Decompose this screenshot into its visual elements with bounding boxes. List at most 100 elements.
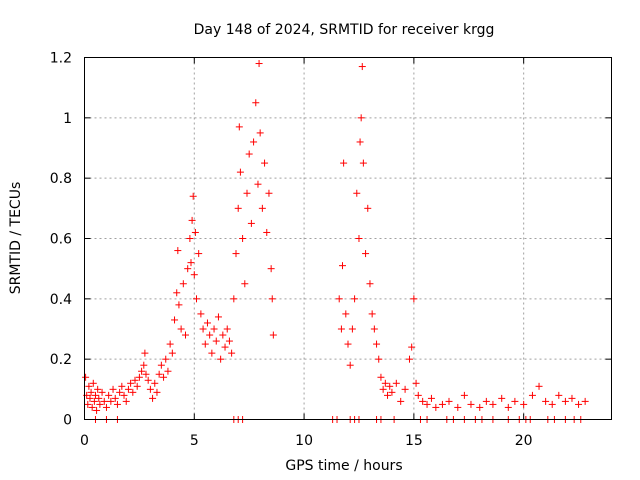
data-point bbox=[146, 385, 154, 393]
data-point bbox=[157, 361, 165, 369]
data-point bbox=[232, 250, 240, 258]
data-point bbox=[261, 159, 269, 167]
data-point bbox=[254, 180, 262, 188]
data-point bbox=[482, 397, 490, 405]
data-point bbox=[223, 325, 231, 333]
data-point bbox=[427, 394, 435, 402]
y-axis-title: SRMTID / TECUs bbox=[8, 182, 24, 295]
x-tick-labels: 0 5 10 15 20 bbox=[80, 433, 533, 449]
y-tick-label: 0.6 bbox=[50, 232, 72, 248]
data-point bbox=[250, 138, 258, 146]
data-point bbox=[528, 391, 536, 399]
data-point bbox=[102, 403, 110, 411]
data-point bbox=[476, 403, 484, 411]
data-point bbox=[164, 367, 172, 375]
x-tick-label: 10 bbox=[295, 433, 313, 449]
data-point bbox=[410, 295, 418, 303]
data-point bbox=[175, 301, 183, 309]
data-point bbox=[335, 295, 343, 303]
data-point bbox=[120, 391, 128, 399]
y-tick-label: 0.2 bbox=[50, 352, 72, 368]
data-point bbox=[127, 379, 135, 387]
data-point bbox=[392, 379, 400, 387]
data-point bbox=[386, 382, 394, 390]
y-tick-label: 0.4 bbox=[50, 292, 72, 308]
data-point bbox=[263, 228, 271, 236]
data-point bbox=[201, 340, 209, 348]
data-point bbox=[412, 379, 420, 387]
data-point bbox=[267, 265, 275, 273]
data-point bbox=[358, 63, 366, 71]
data-point bbox=[489, 400, 497, 408]
data-point bbox=[247, 219, 255, 227]
data-point bbox=[116, 388, 124, 396]
data-point bbox=[122, 397, 130, 405]
data-point bbox=[256, 129, 264, 137]
data-point bbox=[197, 310, 205, 318]
data-point bbox=[228, 349, 236, 357]
data-point bbox=[498, 394, 506, 402]
data-point bbox=[107, 397, 115, 405]
data-point bbox=[91, 391, 99, 399]
data-point bbox=[265, 189, 273, 197]
data-point bbox=[269, 331, 277, 339]
data-point bbox=[129, 388, 137, 396]
data-point bbox=[90, 397, 98, 405]
data-point bbox=[133, 382, 141, 390]
data-point bbox=[135, 373, 143, 381]
data-point bbox=[82, 373, 90, 381]
data-point bbox=[368, 310, 376, 318]
y-tick-labels: 0 0.2 0.4 0.6 0.8 1 1.2 bbox=[50, 51, 72, 429]
data-point bbox=[149, 394, 157, 402]
data-point bbox=[105, 391, 113, 399]
chart-title: Day 148 of 2024, SRMTID for receiver krg… bbox=[194, 22, 495, 38]
data-point bbox=[467, 400, 475, 408]
data-point bbox=[375, 355, 383, 363]
axis-ticks bbox=[84, 57, 612, 420]
data-point bbox=[362, 250, 370, 258]
data-point bbox=[384, 391, 392, 399]
data-point bbox=[210, 325, 218, 333]
data-point bbox=[230, 295, 238, 303]
data-point bbox=[225, 337, 233, 345]
data-point bbox=[208, 349, 216, 357]
data-point bbox=[177, 325, 185, 333]
data-point bbox=[98, 388, 106, 396]
data-point bbox=[366, 280, 374, 288]
data-point bbox=[370, 325, 378, 333]
x-axis-title: GPS time / hours bbox=[285, 458, 402, 474]
data-point bbox=[568, 394, 576, 402]
data-point bbox=[168, 349, 176, 357]
data-point bbox=[212, 337, 220, 345]
data-point bbox=[454, 403, 462, 411]
data-point bbox=[234, 204, 242, 212]
data-point bbox=[188, 216, 196, 224]
data-point bbox=[141, 349, 149, 357]
y-tick-label: 0 bbox=[63, 413, 72, 429]
data-point bbox=[219, 331, 227, 339]
data-point bbox=[151, 379, 159, 387]
data-point bbox=[355, 235, 363, 242]
data-point bbox=[268, 295, 276, 303]
data-point bbox=[214, 313, 222, 321]
x-tick-label: 0 bbox=[80, 433, 89, 449]
data-point bbox=[192, 295, 200, 303]
data-point bbox=[144, 376, 152, 384]
data-point bbox=[131, 376, 139, 384]
data-point bbox=[173, 289, 181, 297]
y-tick-label: 1.2 bbox=[50, 51, 72, 67]
y-tick-label: 0.8 bbox=[50, 171, 72, 187]
data-point bbox=[438, 400, 446, 408]
data-point bbox=[344, 340, 352, 348]
data-point bbox=[258, 204, 266, 212]
data-point bbox=[89, 379, 97, 387]
data-point bbox=[93, 406, 101, 414]
data-point bbox=[356, 138, 364, 146]
data-point bbox=[182, 331, 190, 339]
data-point bbox=[252, 99, 260, 107]
data-point bbox=[542, 397, 550, 405]
data-point bbox=[171, 316, 179, 324]
data-point bbox=[199, 325, 207, 333]
data-point bbox=[359, 159, 367, 167]
data-point bbox=[423, 400, 431, 408]
